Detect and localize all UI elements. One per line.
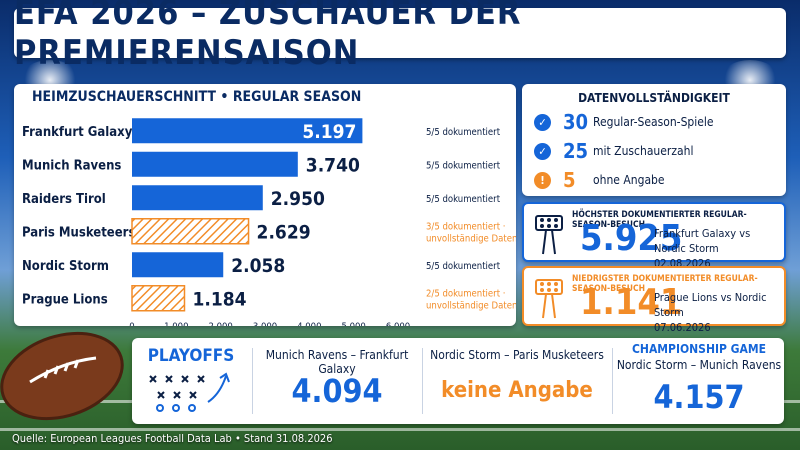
field-line [0, 428, 800, 431]
championship-value: 4.157 [653, 378, 745, 416]
lowest-value: 1.141 [580, 282, 683, 323]
value-label: 2.950 [271, 188, 325, 210]
bar [132, 151, 298, 177]
dq-label: mit Zuschauerzahl [593, 144, 694, 158]
value-label: 1.184 [192, 288, 246, 310]
playoff-game-1-value: 4.094 [291, 372, 383, 410]
highest-attendance-card: HÖCHSTER DOKUMENTIERTER REGULAR-SEASON-B… [522, 202, 786, 270]
divider [422, 348, 423, 414]
lowest-match-teams: Prague Lions vs Nordic Storm [654, 291, 767, 319]
playoff-game-2-value: keine Angabe [441, 378, 593, 403]
category-label: Prague Lions [22, 292, 108, 307]
attendance-chart-card: HEIMZUSCHAUERSCHNITT • REGULAR SEASON Fr… [14, 84, 516, 326]
value-label: 3.740 [306, 154, 360, 176]
dq-row: ✓ 25 mit Zuschauerzahl [534, 139, 693, 163]
status-label: 5/5 dokumentiert [426, 160, 501, 171]
x-tick-label: 6.000 [386, 322, 410, 326]
value-label: 2.629 [257, 221, 311, 243]
playbook-icon [149, 372, 230, 412]
x-tick-label: 5.000 [341, 322, 365, 326]
category-label: Nordic Storm [22, 259, 109, 274]
status-label: 3/5 dokumentiert · [426, 221, 505, 232]
x-tick-label: 0 [129, 322, 134, 326]
floodlight-icon [535, 279, 563, 319]
status-label: unvollständige Daten [426, 300, 516, 311]
dq-value: 5 [563, 168, 576, 192]
data-completeness-card: DATENVOLLSTÄNDIGKEIT ✓ 30 Regular-Season… [522, 84, 786, 196]
value-label: 5.197 [302, 121, 356, 143]
dq-label: ohne Angabe [593, 173, 665, 187]
attendance-bar-chart: Frankfurt Galaxy 5.197 5/5 dokumentiert Mun… [22, 118, 516, 326]
playoffs-label: PLAYOFFS [147, 346, 235, 366]
highest-match-teams: Frankfurt Galaxy vs Nordic Storm [654, 227, 751, 255]
chart-title: HEIMZUSCHAUERSCHNITT • REGULAR SEASON [32, 89, 362, 105]
bar [132, 252, 224, 278]
highest-title: HÖCHSTER DOKUMENTIERTER REGULAR-SEASON-B… [572, 210, 747, 230]
lowest-title: NIEDRIGSTER DOKUMENTIERTER REGULAR-SEASO… [572, 274, 758, 294]
divider [612, 348, 613, 414]
playoffs-card: PLAYOFFS Munich Ravens – Frankfurt Galax… [132, 338, 784, 424]
category-label: Munich Ravens [22, 158, 121, 173]
highest-match: Frankfurt Galaxy vs Nordic Storm 02.08.2… [654, 226, 784, 271]
dq-value: 25 [563, 139, 589, 163]
value-label: 2.058 [231, 255, 285, 277]
playoff-game-2: Nordic Storm – Paris Musketeers keine An… [424, 338, 610, 424]
floodlight-icon [535, 215, 563, 255]
lowest-match-date: 07.06.2026 [654, 321, 711, 334]
dq-row: ! 5 ohne Angabe [534, 168, 665, 192]
check-icon: ✓ [534, 142, 551, 160]
highest-value: 5.925 [580, 218, 683, 259]
playoffs-label-section: PLAYOFFS [132, 338, 250, 424]
playoff-game-1: Munich Ravens – Frankfurt Galaxy 4.094 [254, 338, 420, 424]
lowest-attendance-card: NIEDRIGSTER DOKUMENTIERTER REGULAR-SEASO… [522, 266, 786, 334]
dq-value: 30 [563, 110, 589, 134]
side-panel: DATENVOLLSTÄNDIGKEIT ✓ 30 Regular-Season… [522, 84, 786, 334]
football-icon [0, 331, 124, 421]
x-tick-label: 2.000 [208, 322, 232, 326]
championship-title: Nordic Storm – Munich Ravens [616, 358, 782, 372]
data-completeness-title: DATENVOLLSTÄNDIGKEIT [578, 91, 730, 105]
championship-heading: CHAMPIONSHIP GAME [631, 342, 767, 356]
bar [131, 285, 186, 312]
page-title: EFA 2026 – ZUSCHAUER DER PREMIERENSAISON [14, 0, 786, 73]
bar [132, 118, 363, 144]
x-tick-label: 3.000 [253, 322, 277, 326]
lowest-match: Prague Lions vs Nordic Storm 07.06.2026 [654, 290, 784, 335]
status-label: 5/5 dokumentiert [426, 127, 501, 138]
divider [252, 348, 253, 414]
category-label: Raiders Tirol [22, 192, 106, 207]
dq-row: ✓ 30 Regular-Season-Spiele [534, 110, 714, 134]
playoff-game-1-title: Munich Ravens – Frankfurt Galaxy [265, 348, 409, 376]
status-label: 5/5 dokumentiert [426, 261, 501, 272]
category-label: Paris Musketeers [22, 225, 135, 240]
source-note: Quelle: European Leagues Football Data L… [12, 432, 333, 445]
bar [132, 185, 263, 211]
dq-label: Regular-Season-Spiele [593, 115, 714, 129]
check-icon: ✓ [534, 113, 551, 131]
category-label: Frankfurt Galaxy [22, 125, 133, 140]
warning-icon: ! [534, 171, 551, 189]
status-label: 2/5 dokumentiert · [426, 288, 505, 299]
status-label: 5/5 dokumentiert [426, 194, 501, 205]
status-label: unvollständige Daten [426, 233, 516, 244]
bar [131, 218, 250, 245]
playoff-game-2-title: Nordic Storm – Paris Musketeers [430, 348, 604, 362]
championship-game: CHAMPIONSHIP GAME Nordic Storm – Munich … [614, 338, 784, 424]
x-tick-label: 1.000 [164, 322, 188, 326]
x-tick-label: 4.000 [297, 322, 321, 326]
